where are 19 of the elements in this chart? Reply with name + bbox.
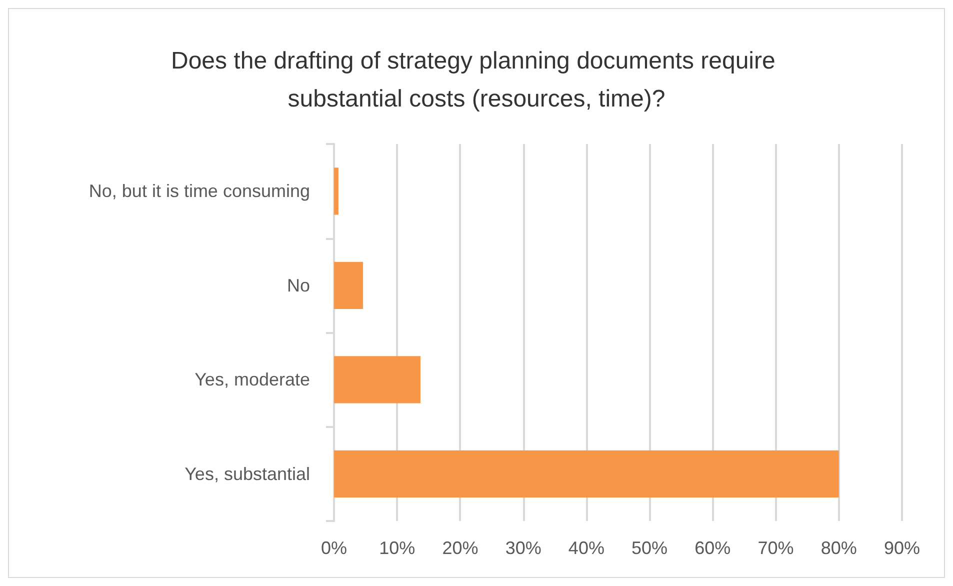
x-tick-label: 40% [568, 538, 604, 558]
x-tick-label: 30% [505, 538, 542, 558]
x-tick-label: 90% [884, 538, 920, 558]
bar [334, 262, 364, 309]
x-tick-label: 50% [632, 538, 668, 558]
y-tick-label: No [286, 275, 310, 296]
x-tick-label: 20% [442, 538, 478, 558]
x-tick-label: 70% [758, 538, 794, 558]
bar [334, 168, 338, 215]
bar [334, 450, 839, 498]
x-tick-label: 10% [379, 538, 416, 558]
x-tick-label: 80% [820, 538, 857, 558]
y-tick-label: Yes, moderate [194, 370, 310, 390]
y-tick-label: Yes, substantial [184, 464, 310, 484]
chart-title: Does the drafting of strategy planning documents require substantial costs (resources, time)? [170, 48, 782, 112]
x-tick-label: 60% [694, 538, 731, 558]
y-tick-label: No, but it is time consuming [88, 181, 310, 202]
x-tick-label: 0% [320, 538, 348, 558]
bar [334, 356, 420, 404]
